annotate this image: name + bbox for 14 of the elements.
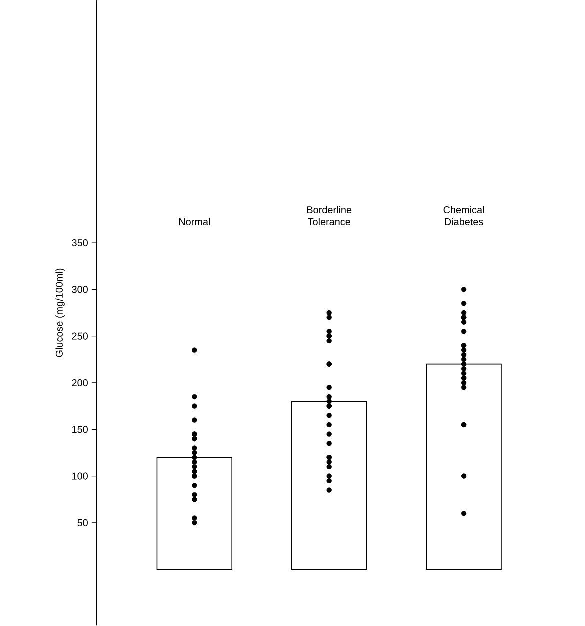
x-tick-label: Normal bbox=[179, 218, 210, 226]
y-tick-label: 300 bbox=[72, 286, 88, 294]
y-tick-label: 50 bbox=[78, 519, 88, 526]
y-tick-label: 200 bbox=[72, 379, 88, 386]
bar bbox=[426, 364, 502, 570]
bar bbox=[156, 457, 232, 570]
y-tick-label: 250 bbox=[72, 332, 88, 340]
y-axis-title: Glucose (mg/100ml) bbox=[56, 268, 65, 358]
y-tick-label: 100 bbox=[72, 472, 88, 480]
x-tick-label: Borderline Tolerance bbox=[307, 206, 352, 226]
y-tick-label: 150 bbox=[72, 426, 88, 434]
bar bbox=[291, 401, 368, 570]
y-tick-label: 350 bbox=[72, 239, 88, 247]
x-tick-label: Chemical Diabetes bbox=[444, 206, 484, 226]
